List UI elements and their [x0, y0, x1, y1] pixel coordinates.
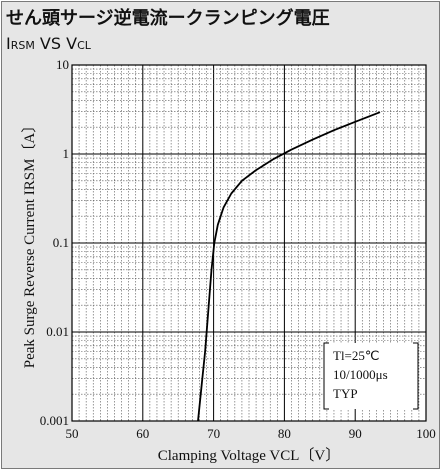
annotation-bracket-left: [323, 342, 329, 410]
x-axis-label: Clamping Voltage VCL〔V〕: [158, 447, 341, 464]
series-lines: [197, 111, 381, 422]
subtitle-i: I: [6, 34, 11, 53]
annotation-line: TYP: [333, 386, 358, 401]
x-tick-label: 70: [207, 426, 220, 441]
y-tick-label: 0.1: [53, 235, 69, 250]
chart-subtitle: IRSM VS VCL: [6, 34, 91, 53]
series-line: [197, 111, 381, 422]
y-tick-label: 0.01: [46, 324, 69, 339]
annotation-bg: [324, 343, 418, 409]
x-tick-labels: 50 60 70 80 90 100: [66, 426, 436, 441]
subtitle-v: V: [66, 34, 78, 53]
y-tick-label: 10: [56, 57, 69, 72]
subtitle-vs: VS: [34, 34, 67, 53]
y-tick-labels: 0.001 0.01 0.1 1 10: [40, 57, 69, 428]
y-tick-label: 0.001: [40, 413, 69, 428]
chart-title: せん頭サージ逆電流ークランピング電圧: [6, 8, 330, 29]
annotation-line: Tl=25℃: [333, 348, 379, 363]
annotation-bracket-right: [413, 342, 419, 410]
annotation-line: 10/1000μs: [333, 367, 388, 382]
x-tick-label: 90: [349, 426, 362, 441]
subtitle-i-subscript: RSM: [10, 39, 35, 52]
subtitle-v-subscript: CL: [77, 39, 91, 52]
x-tick-label: 60: [136, 426, 149, 441]
y-axis-label: Peak Surge Reverse Current IRSM〔A〕: [21, 118, 38, 369]
plot-border: [71, 64, 427, 422]
grid: [72, 65, 426, 421]
annotation-box: Tl=25℃ 10/1000μs TYP: [323, 342, 419, 410]
x-tick-label: 100: [416, 426, 436, 441]
x-tick-label: 80: [278, 426, 291, 441]
y-tick-label: 1: [63, 146, 70, 161]
x-tick-label: 50: [66, 426, 79, 441]
